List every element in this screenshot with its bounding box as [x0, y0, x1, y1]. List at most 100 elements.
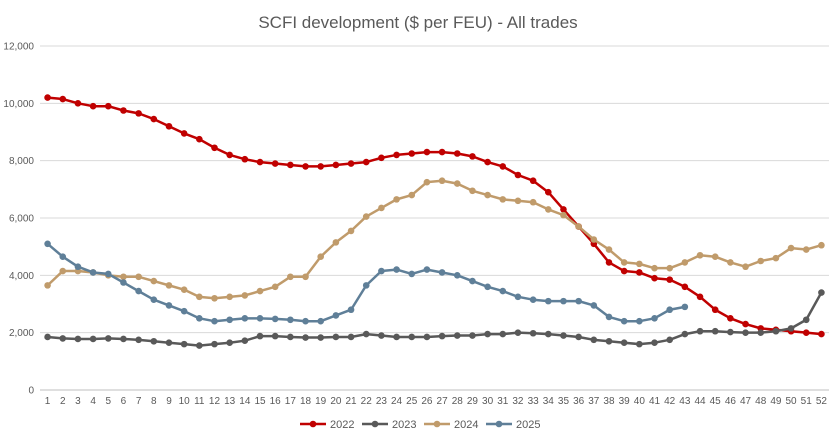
data-point [332, 333, 340, 341]
x-tick-label: 18 [300, 396, 312, 407]
data-point [529, 329, 537, 337]
data-point [666, 306, 673, 314]
data-point [135, 273, 142, 281]
legend-label: 2025 [516, 419, 540, 431]
data-point [681, 283, 689, 291]
data-point [484, 283, 491, 291]
data-point [393, 266, 400, 273]
data-point [544, 297, 552, 305]
data-point [802, 316, 810, 324]
data-point [393, 196, 400, 203]
data-point [362, 158, 370, 166]
x-tick-label: 13 [224, 396, 236, 407]
data-point [180, 340, 188, 348]
data-point [256, 315, 264, 322]
legend-marker [371, 420, 379, 428]
legend-marker [433, 420, 441, 428]
data-point [362, 213, 370, 220]
data-point [74, 100, 82, 107]
x-tick-label: 28 [452, 396, 464, 407]
data-point [44, 94, 51, 101]
data-point [332, 161, 340, 169]
gridlines [40, 45, 829, 391]
data-point [742, 329, 749, 336]
data-point [256, 332, 264, 340]
data-point [302, 334, 309, 341]
data-point [393, 333, 400, 341]
data-point [620, 259, 628, 266]
data-point [317, 253, 325, 260]
data-point [347, 306, 355, 314]
data-point [423, 266, 431, 273]
x-tick-label: 20 [330, 396, 342, 407]
x-tick-label: 44 [694, 396, 706, 407]
data-point [408, 270, 416, 278]
x-tick-label: 39 [619, 396, 631, 407]
data-point [651, 264, 658, 272]
data-point [620, 339, 628, 347]
data-point [484, 330, 491, 338]
data-point [787, 244, 795, 252]
data-point [681, 330, 689, 338]
x-tick-label: 52 [816, 396, 828, 407]
x-tick-label: 9 [166, 396, 172, 407]
data-point [287, 161, 294, 169]
series-2024 [44, 177, 825, 302]
data-point [469, 332, 476, 339]
data-point [302, 317, 309, 325]
data-point [211, 317, 218, 325]
data-point [196, 135, 203, 143]
x-tick-label: 6 [121, 396, 127, 407]
data-point [104, 270, 112, 278]
data-point [226, 151, 233, 159]
series-line-2022 [46, 96, 823, 336]
y-tick-label: 6,000 [9, 214, 34, 225]
x-tick-label: 15 [254, 396, 266, 407]
data-point [636, 260, 643, 268]
series-line-2023 [46, 291, 823, 347]
data-point [408, 150, 416, 157]
data-point [302, 163, 309, 170]
data-point [666, 264, 673, 272]
data-point [120, 107, 127, 114]
series-line-2024 [46, 179, 823, 300]
legend-item-2023: 2023 [362, 419, 416, 431]
data-point [165, 339, 173, 347]
data-point [135, 336, 142, 344]
data-point [696, 251, 704, 259]
data-point [271, 283, 279, 291]
data-point [636, 317, 643, 325]
data-point [347, 227, 355, 235]
data-point [453, 150, 461, 157]
data-point [514, 293, 522, 301]
chart-title: SCFI development ($ per FEU) - All trade… [258, 13, 577, 32]
data-point [560, 206, 567, 213]
data-point [681, 303, 689, 311]
x-tick-label: 51 [801, 396, 813, 407]
data-point [544, 330, 552, 338]
x-tick-label: 27 [437, 396, 449, 407]
data-point [499, 163, 507, 170]
data-point [196, 293, 203, 301]
data-point [711, 327, 719, 335]
data-point [317, 163, 325, 170]
x-tick-label: 24 [391, 396, 403, 407]
x-tick-label: 7 [136, 396, 142, 407]
x-tick-label: 37 [588, 396, 600, 407]
x-tick-label: 35 [558, 396, 570, 407]
data-point [165, 302, 173, 309]
data-point [59, 335, 67, 342]
series-lines [44, 94, 825, 349]
data-point [757, 329, 765, 336]
data-point [787, 325, 795, 332]
data-point [499, 196, 507, 203]
x-tick-label: 26 [421, 396, 433, 407]
data-point [438, 269, 446, 276]
data-point [287, 273, 294, 281]
data-point [332, 312, 340, 319]
data-point [317, 317, 325, 325]
data-point [711, 253, 719, 260]
legend-marker [309, 420, 317, 428]
data-point [120, 335, 127, 343]
